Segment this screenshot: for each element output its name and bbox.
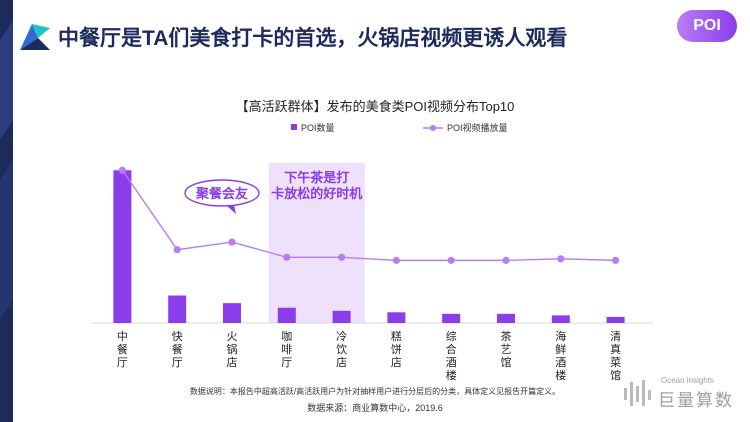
data-note: 数据说明：本报告中超高活跃/高活跃用户为针对抽样用户进行分层后的分类，具体定义见… — [189, 387, 561, 396]
legend-line-marker — [430, 125, 436, 131]
bar-4 — [277, 307, 296, 323]
legend-bar-swatch — [291, 124, 297, 130]
bar-10 — [606, 316, 625, 323]
bar-8 — [497, 313, 515, 323]
annotation-afternoon-tea: 下午茶是打卡放松的好时机 — [271, 170, 362, 201]
bar-9 — [551, 315, 570, 323]
x-tick-label: 中餐厅 — [117, 330, 128, 369]
x-tick-label: 糕饼店 — [391, 329, 402, 369]
annotation-bubble — [184, 179, 260, 207]
legend-bar-label: POI数量 — [301, 122, 335, 133]
bar-6 — [387, 312, 406, 323]
x-tick-label: 茶艺馆 — [501, 330, 512, 369]
brand-logo-icon — [20, 24, 50, 50]
brand-english: Ocean insights — [661, 376, 714, 385]
line-point-4 — [283, 253, 291, 261]
x-tick-label: 冷饮店 — [336, 330, 347, 369]
line-series — [121, 169, 616, 262]
bar-5 — [332, 310, 351, 323]
chart-title: 【高活跃群体】发布的美食类POI视频分布Top10 — [235, 99, 515, 114]
x-tick-label: 清真菜馆 — [610, 330, 621, 382]
line-point-1 — [118, 166, 126, 174]
annotation-pointer — [226, 205, 236, 214]
line-point-6 — [392, 256, 400, 264]
line-point-10 — [612, 256, 620, 264]
bar-1 — [113, 170, 132, 323]
poi-badge: POI — [677, 10, 737, 42]
legend-line-label: POI视频播放量 — [447, 122, 508, 133]
line-point-9 — [557, 255, 565, 263]
x-tick-label: 快餐厅 — [172, 330, 183, 369]
highlight-band — [268, 163, 365, 323]
line-point-3 — [228, 238, 236, 246]
page-title: 中餐厅是TA们美食打卡的首选，火锅店视频更诱人观看 — [58, 27, 568, 50]
line-point-5 — [338, 253, 346, 261]
brand-bars-icon — [624, 380, 651, 406]
line-point-2 — [173, 246, 181, 254]
x-tick-label: 综合酒楼 — [446, 329, 457, 382]
brand-chinese: 巨量算数 — [658, 391, 734, 410]
x-tick-label: 火锅店 — [227, 331, 238, 369]
line-point-8 — [502, 256, 510, 264]
x-tick-label: 海鲜酒楼 — [555, 329, 566, 382]
data-source: 数据来源：商业算数中心，2019.6 — [307, 403, 443, 413]
x-tick-label: 咖啡厅 — [281, 329, 292, 369]
line-point-7 — [447, 256, 455, 264]
bar-3 — [223, 303, 241, 323]
bar-2 — [168, 295, 187, 323]
annotation-gathering: 聚餐会友 — [195, 186, 248, 201]
bar-7 — [442, 313, 461, 323]
left-accent-strip — [0, 0, 13, 422]
